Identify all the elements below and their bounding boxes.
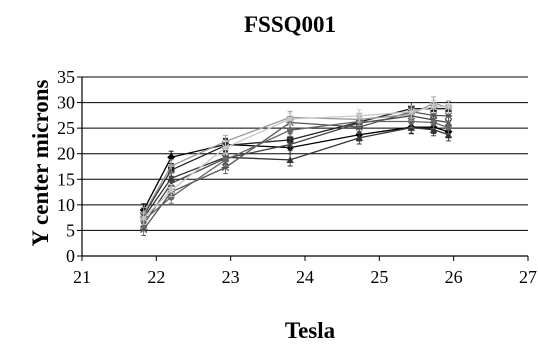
- series-6-point-5: [408, 118, 415, 125]
- x-axis-label: Tesla: [285, 318, 336, 343]
- x-tick-label-3: 24: [296, 267, 314, 287]
- x-tick-label-4: 25: [370, 267, 388, 287]
- x-tick-label-1: 22: [147, 267, 165, 287]
- series-2-line: [143, 108, 449, 216]
- y-tick-labels: 0 5 10 15 20 25 30 35: [57, 67, 75, 266]
- series-3-point-3: [286, 156, 294, 164]
- series-7-point-1: [167, 162, 175, 170]
- series-8-line: [143, 106, 449, 219]
- series-8-point-7: [444, 103, 453, 111]
- series-4-point-3: [286, 140, 294, 149]
- x-tick-label-0: 21: [73, 267, 91, 287]
- series-6-point-7: [445, 124, 452, 131]
- series-6-point-3: [286, 126, 294, 134]
- y-tick-label-7: 35: [57, 67, 75, 87]
- y-tick-label-0: 0: [66, 246, 75, 266]
- y-tick-label-3: 15: [57, 169, 75, 189]
- gridlines: [82, 76, 528, 257]
- series-3: [139, 121, 453, 225]
- chart-title: FSSQ001: [244, 12, 336, 37]
- series-7-line: [143, 102, 449, 214]
- series-5-line: [143, 111, 449, 230]
- series-3-line: [143, 126, 449, 219]
- series-6-point-2: [222, 156, 229, 164]
- x-tick-label-2: 23: [222, 267, 240, 287]
- y-tick-label-2: 10: [57, 195, 75, 215]
- x-tick-labels: 21 22 23 24 25 26 27: [73, 267, 537, 287]
- y-axis-label: Y center microns: [28, 79, 53, 246]
- series-5-point-0: [139, 225, 148, 234]
- series-6-point-1: [168, 193, 175, 201]
- series-5-point-2: [221, 163, 230, 172]
- axes: [77, 76, 529, 261]
- series-layer: [139, 96, 453, 236]
- y-tick-label-1: 5: [66, 220, 75, 240]
- series-4-line: [143, 115, 449, 225]
- series-5: [139, 105, 453, 236]
- series-6: [140, 114, 452, 227]
- y-tick-label-4: 20: [57, 144, 75, 164]
- x-tick-label-6: 27: [519, 267, 537, 287]
- series-8-point-1: [167, 186, 175, 195]
- series-3-point-6: [429, 125, 438, 133]
- series-8-point-2: [221, 143, 230, 152]
- series-8-point-0: [139, 214, 148, 222]
- series-8-point-3: [286, 115, 294, 123]
- series-1-point-1: [167, 153, 176, 162]
- y-tick-label-5: 25: [57, 118, 75, 138]
- series-1: [139, 120, 453, 217]
- series-8-point-5: [407, 108, 415, 116]
- series-6-point-6: [430, 119, 437, 126]
- series-6-line: [143, 120, 449, 221]
- x-tick-label-5: 26: [445, 267, 463, 287]
- series-8-point-4: [355, 112, 363, 120]
- series-3-point-7: [444, 131, 453, 138]
- y-tick-label-6: 30: [57, 93, 75, 113]
- series-2: [140, 102, 452, 222]
- series-8-point-6: [429, 103, 438, 111]
- series-8: [139, 100, 453, 225]
- series-1-line: [143, 126, 449, 211]
- series-3-point-4: [355, 134, 363, 142]
